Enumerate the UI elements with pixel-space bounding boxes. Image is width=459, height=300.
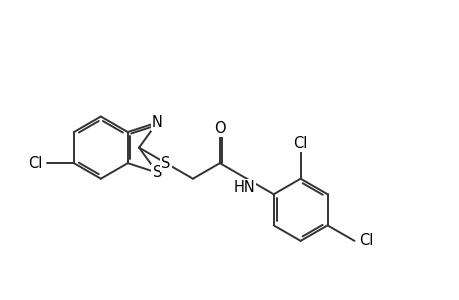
Text: HN: HN: [233, 180, 255, 195]
Text: S: S: [161, 156, 170, 171]
Text: S: S: [152, 165, 162, 180]
Text: O: O: [213, 121, 225, 136]
Text: N: N: [151, 115, 162, 130]
Text: Cl: Cl: [28, 156, 43, 171]
Text: Cl: Cl: [293, 136, 307, 151]
Text: Cl: Cl: [358, 233, 373, 248]
